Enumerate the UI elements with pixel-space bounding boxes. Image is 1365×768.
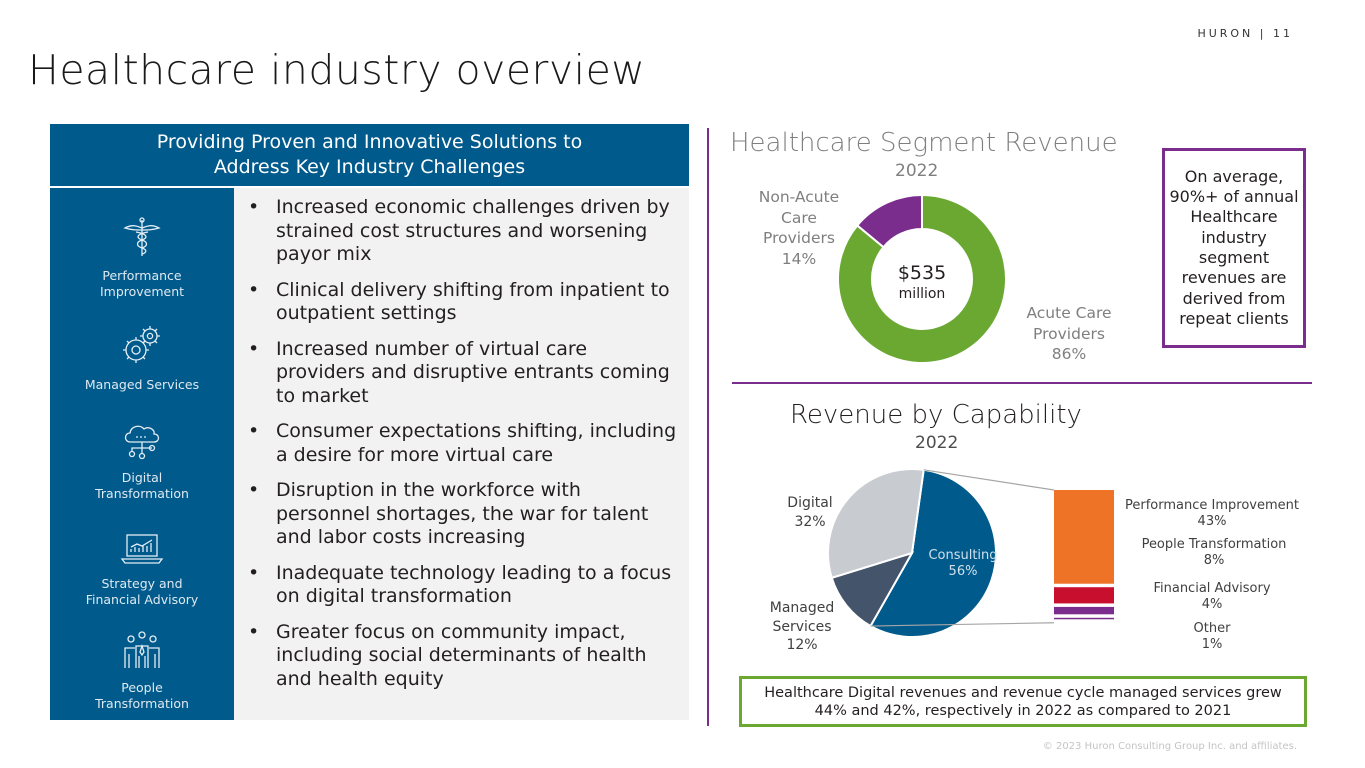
- donut-center-value: $535: [898, 262, 946, 284]
- connector-line-bottom: [870, 622, 1055, 627]
- brand-page-label: HURON | 11: [1197, 27, 1293, 40]
- capability-label-line-2: Transformation: [95, 696, 189, 711]
- managed-services-slice-label: Managed Services 12%: [757, 599, 847, 655]
- slice-label-line: Providers: [763, 229, 835, 247]
- capability-label-line-1: Strategy and: [101, 576, 183, 591]
- list-item: Consumer expectations shifting, includin…: [248, 420, 678, 467]
- challenges-list: Increased economic challenges driven by …: [248, 196, 678, 703]
- breakdown-bar-performance-improvement: [1054, 490, 1114, 584]
- breakdown-label-people-transformation: People Transformation 8%: [1112, 537, 1316, 569]
- slice-value-label: 86%: [1051, 345, 1087, 363]
- slice-value-label: 12%: [786, 637, 818, 653]
- capability-chart-title: Revenue by Capability: [790, 400, 1082, 430]
- capability-label-line-2: Financial Advisory: [85, 592, 199, 607]
- horizontal-divider: [732, 382, 1312, 384]
- digital-slice-label: Digital 32%: [775, 494, 845, 531]
- donut-slice-acute-care-providers: [837, 193, 1007, 364]
- non-acute-label: Non-Acute Care Providers 14%: [747, 187, 851, 269]
- bar-category-label: Other: [1193, 621, 1231, 636]
- breakdown-label-performance-improvement: Performance Improvement 43%: [1112, 498, 1312, 530]
- breakdown-bar-other: [1054, 617, 1114, 620]
- breakdown-label-other: Other 1%: [1112, 621, 1312, 653]
- capability-performance-improvement: Performance Improvement: [50, 216, 234, 300]
- page-title: Healthcare industry overview: [28, 46, 646, 94]
- vertical-divider: [707, 128, 709, 726]
- panel-heading-line-1: Providing Proven and Innovative Solution…: [156, 131, 583, 153]
- slice-label-line: Non-Acute: [758, 188, 840, 206]
- slice-label-line: Acute Care: [1026, 304, 1112, 322]
- capability-label-line-1: People: [121, 680, 163, 695]
- capability-label-line-1: Digital: [121, 470, 163, 485]
- pie-slice-digital: [827, 468, 925, 580]
- consulting-slice-value: 56%: [949, 564, 978, 579]
- donut-center-unit: million: [899, 286, 946, 302]
- slice-label-line: Providers: [1033, 324, 1105, 343]
- bar-category-label: Performance Improvement: [1125, 498, 1299, 513]
- digital-growth-note: Healthcare Digital revenues and revenue …: [739, 676, 1307, 727]
- bar-value-label: 8%: [1203, 553, 1225, 568]
- capability-chart-subtitle: 2022: [915, 433, 959, 453]
- slice-value-label: 32%: [794, 513, 826, 530]
- gears-icon: [123, 326, 160, 363]
- bar-category-label: People Transformation: [1141, 537, 1287, 552]
- connector-line-top: [923, 469, 1055, 491]
- list-item: Inadequate technology leading to a focus…: [248, 562, 678, 609]
- bar-value-label: 4%: [1201, 597, 1223, 612]
- capability-digital-transformation: Digital Transformation: [50, 420, 234, 502]
- acute-care-label: Acute Care Providers 86%: [1014, 303, 1124, 365]
- cloud-network-icon: [124, 425, 160, 460]
- note-line-2: 44% and 42%, respectively in 2022 as com…: [814, 702, 1232, 719]
- slice-label-line: Care: [781, 208, 817, 227]
- segment-donut-chart: $535 million: [837, 193, 1007, 364]
- panel-heading-line-2: Address Key Industry Challenges: [213, 156, 526, 178]
- slice-label-line: Services: [772, 618, 832, 635]
- people-group-icon: [124, 631, 160, 668]
- laptop-chart-icon: [120, 534, 164, 564]
- breakdown-label-financial-advisory: Financial Advisory 4%: [1112, 581, 1312, 613]
- bar-value-label: 1%: [1201, 637, 1223, 652]
- capability-managed-services: Managed Services: [50, 323, 234, 393]
- list-item: Increased number of virtual care provide…: [248, 338, 678, 409]
- slice-value-label: 14%: [781, 249, 817, 268]
- segment-chart-subtitle: 2022: [895, 161, 939, 181]
- breakdown-bar-financial-advisory: [1054, 606, 1114, 615]
- capabilities-sidebar: Performance Improvement Managed Services…: [50, 188, 234, 720]
- copyright-notice: © 2023 Huron Consulting Group Inc. and a…: [1042, 741, 1297, 752]
- repeat-clients-callout: On average, 90%+ of annual Healthcare in…: [1162, 148, 1306, 348]
- donut-slice-non-acute-care-providers: [855, 193, 923, 249]
- bar-value-label: 43%: [1197, 514, 1227, 529]
- list-item: Increased economic challenges driven by …: [248, 196, 678, 267]
- pie-slice-consulting: [869, 468, 997, 638]
- bar-category-label: Financial Advisory: [1153, 581, 1271, 596]
- slice-label-line: Digital: [787, 495, 833, 511]
- capability-label-line-1: Managed Services: [84, 377, 200, 392]
- consulting-slice-label: Consulting: [928, 548, 997, 563]
- list-item: Disruption in the workforce with personn…: [248, 479, 678, 550]
- breakdown-bar-people-transformation: [1054, 587, 1114, 604]
- capability-label-line-2: Improvement: [99, 284, 185, 299]
- note-line-1: Healthcare Digital revenues and revenue …: [764, 684, 1282, 701]
- capability-people-transformation: People Transformation: [50, 630, 234, 712]
- capability-strategy-financial-advisory: Strategy and Financial Advisory: [50, 532, 234, 608]
- pie-slice-managed-services: [830, 551, 915, 628]
- capability-label-line-2: Transformation: [95, 486, 189, 501]
- capability-pie-chart: Consulting 56%: [827, 468, 1114, 638]
- panel-heading: Providing Proven and Innovative Solution…: [50, 124, 689, 186]
- list-item: Clinical delivery shifting from inpatien…: [248, 279, 678, 326]
- slice-label-line: Managed: [769, 600, 835, 616]
- list-item: Greater focus on community impact, inclu…: [248, 621, 678, 692]
- capability-label-line-1: Performance: [102, 268, 182, 283]
- segment-chart-title: Healthcare Segment Revenue: [730, 128, 1118, 158]
- caduceus-icon: [123, 217, 161, 256]
